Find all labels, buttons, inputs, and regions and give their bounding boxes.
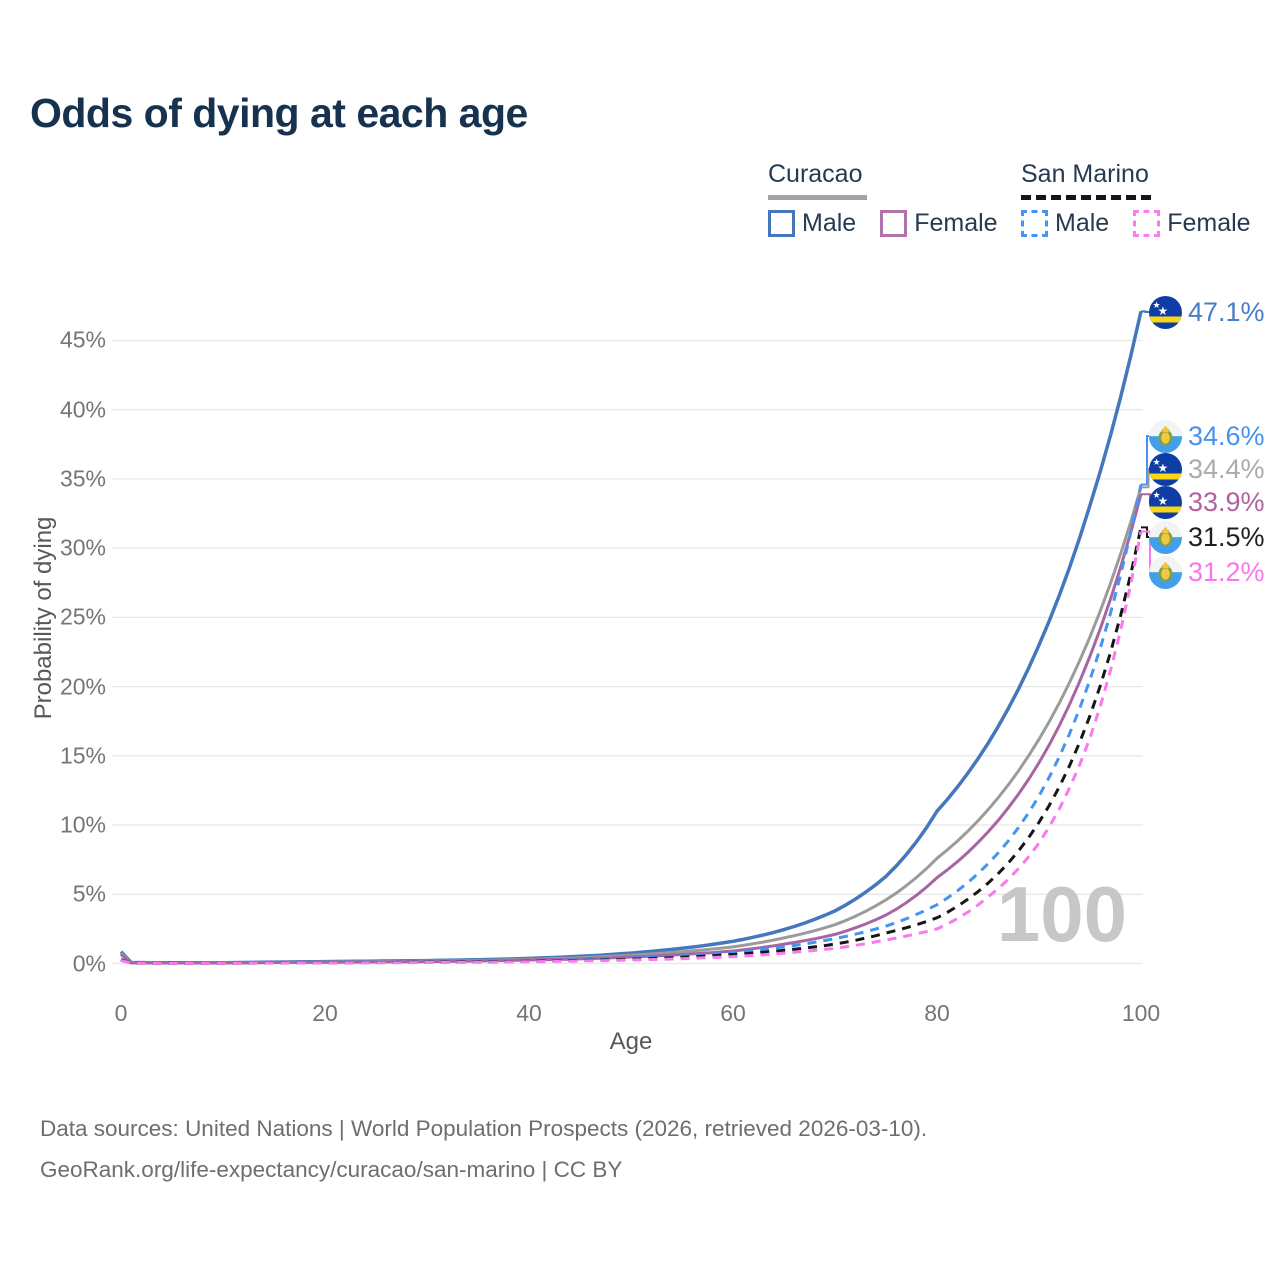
x-tick-label: 40 [516, 1000, 542, 1026]
end-label-value: 47.1% [1188, 296, 1265, 327]
end-label-value: 31.5% [1188, 521, 1265, 552]
x-axis-title: Age [609, 1028, 653, 1055]
x-tick-label: 60 [720, 1000, 746, 1026]
curacao-female-swatch-icon [880, 209, 908, 237]
y-tick-label: 20% [59, 673, 106, 700]
san-marino-dashed-line-swatch-icon [1021, 194, 1151, 200]
curacao-solid-line-swatch-icon [768, 194, 867, 200]
end-label-curacao-male: 47.1% [1149, 295, 1265, 329]
curacao-flag-icon [1149, 486, 1182, 519]
curacao-flag-icon [1149, 296, 1182, 329]
x-tick-label: 80 [924, 1000, 950, 1026]
x-tick-label: 0 [114, 1000, 128, 1026]
y-tick-label: 40% [59, 396, 106, 423]
legend-item-label: Male [1055, 208, 1110, 237]
y-tick-label: 0% [72, 950, 106, 976]
footer-attribution: GeoRank.org/life-expectancy/curacao/san-… [40, 1157, 623, 1182]
y-tick-label: 15% [59, 742, 106, 769]
san-marino-female-swatch-icon [1133, 209, 1161, 237]
legend-group-label-san-marino[interactable]: San Marino [1021, 160, 1149, 188]
legend-group-curacao: Curacao Male Female [768, 160, 998, 238]
legend-item-label: Female [914, 208, 998, 237]
legend-item-label: Female [1167, 208, 1251, 237]
san-marino-flag-icon [1149, 420, 1182, 453]
end-label-value: 34.4% [1188, 453, 1265, 484]
legend-item-label: Male [802, 208, 857, 237]
y-tick-label: 35% [59, 465, 106, 492]
end-label-curacao-female: 33.9% [1149, 485, 1265, 519]
end-label-value: 34.6% [1188, 420, 1265, 451]
curacao-male-swatch-icon [768, 209, 795, 237]
x-tick-label: 20 [312, 1000, 338, 1026]
end-label-san-marino-male: 34.6% [1149, 419, 1265, 453]
legend-item-curacao-male[interactable]: Male [768, 209, 856, 238]
san-marino-flag-icon [1149, 556, 1182, 589]
y-tick-label: 45% [59, 326, 106, 353]
curacao-flag-icon [1149, 453, 1182, 486]
y-tick-label: 25% [59, 603, 106, 630]
san-marino-flag-icon [1149, 521, 1182, 554]
series-line-curacao-both-sexes[interactable] [119, 486, 1143, 965]
y-tick-label: 10% [59, 811, 106, 838]
legend-item-curacao-female[interactable]: Female [880, 208, 998, 238]
end-label-connector [1141, 310, 1152, 313]
legend-group-san-marino: San Marino Male Female [1021, 160, 1251, 238]
series-line-curacao-female[interactable] [120, 493, 1143, 965]
series-line-san-marino-female[interactable] [120, 531, 1143, 965]
end-label-san-marino-female: 31.2% [1149, 555, 1265, 589]
series-line-san-marino-male[interactable] [120, 484, 1143, 965]
y-tick-label: 30% [59, 534, 106, 561]
end-label-san-marino-both: 31.5% [1149, 520, 1265, 554]
gridlines [112, 339, 1143, 965]
y-tick-label: 5% [72, 880, 106, 907]
legend-item-san-marino-male[interactable]: Male [1021, 209, 1109, 238]
legend-item-san-marino-female[interactable]: Female [1133, 208, 1251, 238]
footer: Data sources: United Nations | World Pop… [40, 1108, 927, 1190]
footer-data-sources: Data sources: United Nations | World Pop… [40, 1116, 928, 1141]
x-tick-label: 100 [1121, 1000, 1161, 1026]
end-label-curacao-both: 34.4% [1149, 452, 1265, 486]
end-label-value: 31.2% [1188, 556, 1265, 587]
page-title: Odds of dying at each age [30, 90, 528, 136]
age-watermark-label: 100 [997, 870, 1127, 958]
end-label-value: 33.9% [1188, 486, 1265, 517]
san-marino-male-swatch-icon [1021, 209, 1048, 237]
legend-group-label-curacao[interactable]: Curacao [768, 160, 863, 188]
